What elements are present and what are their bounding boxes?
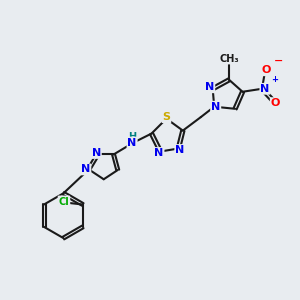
Text: N: N bbox=[260, 84, 270, 94]
Text: N: N bbox=[154, 148, 164, 158]
Text: N: N bbox=[205, 82, 214, 92]
Text: H: H bbox=[128, 132, 136, 142]
Text: +: + bbox=[272, 75, 278, 84]
Text: N: N bbox=[81, 164, 90, 174]
Text: Cl: Cl bbox=[58, 196, 69, 206]
Text: S: S bbox=[162, 112, 170, 122]
Text: CH₃: CH₃ bbox=[219, 54, 239, 64]
Text: N: N bbox=[211, 102, 220, 112]
Text: O: O bbox=[271, 98, 280, 108]
Text: N: N bbox=[128, 137, 137, 148]
Text: O: O bbox=[262, 65, 271, 75]
Text: −: − bbox=[274, 56, 283, 66]
Text: N: N bbox=[175, 145, 184, 155]
Text: N: N bbox=[92, 148, 101, 158]
Text: Cl: Cl bbox=[58, 196, 69, 206]
